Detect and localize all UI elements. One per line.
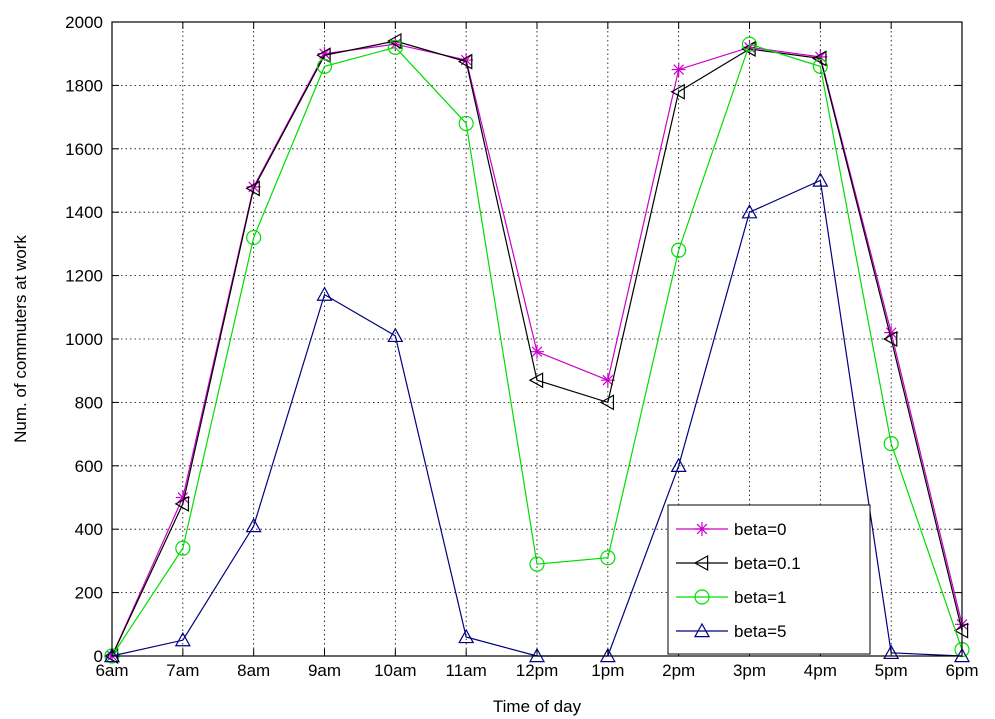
data-point — [387, 327, 404, 343]
data-point — [246, 229, 262, 246]
data-point — [245, 517, 262, 533]
x-tick-label: 10am — [374, 661, 417, 680]
legend-marker — [693, 554, 709, 572]
data-point — [812, 50, 827, 67]
data-point — [458, 115, 474, 132]
y-tick-label: 200 — [75, 584, 103, 603]
data-point — [528, 647, 546, 663]
data-point — [670, 457, 687, 472]
data-point — [953, 622, 969, 639]
data-point — [671, 62, 686, 77]
y-tick-label: 2000 — [65, 13, 103, 32]
legend-marker — [693, 622, 711, 638]
series-line — [111, 43, 963, 657]
data-point — [246, 179, 261, 194]
x-tick-label: 6pm — [945, 661, 978, 680]
data-point — [458, 628, 475, 644]
legend-label: beta=5 — [734, 622, 786, 641]
y-tick-label: 800 — [75, 393, 103, 412]
data-point — [317, 46, 332, 61]
y-tick-label: 1600 — [65, 140, 103, 159]
axis-ticks: 6am 7am 8am 9am 10am 11am 12pm 1pm 2pm 3pm 4pm 5pm 6… — [65, 13, 978, 680]
x-tick-label: 6am — [95, 661, 128, 680]
data-point — [529, 556, 545, 572]
data-point — [316, 47, 331, 64]
x-tick-label: 12pm — [516, 661, 559, 680]
data-point — [245, 180, 260, 197]
data-point — [175, 490, 190, 505]
data-point — [883, 644, 900, 660]
data-point — [174, 495, 190, 512]
legend-label: beta=0 — [734, 520, 786, 539]
x-tick-label: 3pm — [733, 661, 766, 680]
legend-item: beta=0.1 — [676, 554, 801, 573]
x-tick-label: 9am — [308, 661, 341, 680]
legend-item: beta=0 — [676, 520, 786, 539]
data-point — [812, 58, 828, 74]
legend-item: beta=5 — [676, 622, 786, 641]
x-tick-label: 4pm — [804, 661, 837, 680]
data-point — [670, 83, 685, 100]
data-point — [599, 394, 615, 411]
series-line — [111, 40, 963, 657]
x-tick-label: 7am — [166, 661, 199, 680]
data-point — [316, 286, 333, 301]
data-point — [813, 49, 828, 64]
x-tick-label: 5pm — [875, 661, 908, 680]
x-tick-label: 2pm — [662, 661, 695, 680]
x-tick-label: 1pm — [591, 661, 624, 680]
y-tick-label: 1800 — [65, 76, 103, 95]
legend-label: beta=1 — [734, 588, 786, 607]
y-tick-label: 400 — [75, 520, 103, 539]
data-point — [174, 631, 191, 647]
data-point — [884, 325, 899, 340]
x-tick-label: 11am — [446, 661, 487, 680]
data-point — [457, 53, 473, 70]
y-tick-label: 1000 — [65, 330, 103, 349]
data-point — [671, 242, 687, 258]
data-point — [600, 373, 615, 388]
x-axis-label: Time of day — [493, 697, 582, 716]
legend-label: beta=0.1 — [734, 554, 801, 573]
x-tick-label: 8am — [237, 661, 270, 680]
legend-marker — [695, 522, 709, 536]
y-tick-label: 600 — [75, 457, 103, 476]
series-beta=1 — [104, 36, 970, 664]
data-point — [812, 172, 829, 187]
y-tick-label: 1200 — [65, 267, 103, 286]
data-point — [600, 550, 616, 566]
data-point — [528, 372, 544, 389]
legend-marker — [694, 589, 710, 605]
data-point — [387, 39, 403, 55]
data-point — [883, 436, 899, 452]
data-point — [599, 647, 616, 663]
data-point — [459, 53, 474, 68]
data-point — [741, 203, 758, 219]
data-point — [882, 330, 898, 348]
legend: beta=0 beta=0.1 beta=1 beta=5 — [667, 504, 871, 655]
data-point — [953, 647, 971, 663]
data-point — [741, 36, 758, 52]
data-point — [388, 37, 403, 52]
data-point — [387, 33, 402, 50]
data-point — [742, 40, 757, 55]
data-point — [530, 344, 544, 359]
y-tick-label: 1400 — [65, 203, 103, 222]
data-point — [103, 647, 121, 663]
y-tick-label: 0 — [94, 647, 103, 666]
data-point — [316, 58, 333, 74]
y-axis-label: Num. of commuters at work — [11, 235, 30, 443]
legend-item: beta=1 — [676, 588, 786, 607]
data-point — [175, 540, 191, 556]
